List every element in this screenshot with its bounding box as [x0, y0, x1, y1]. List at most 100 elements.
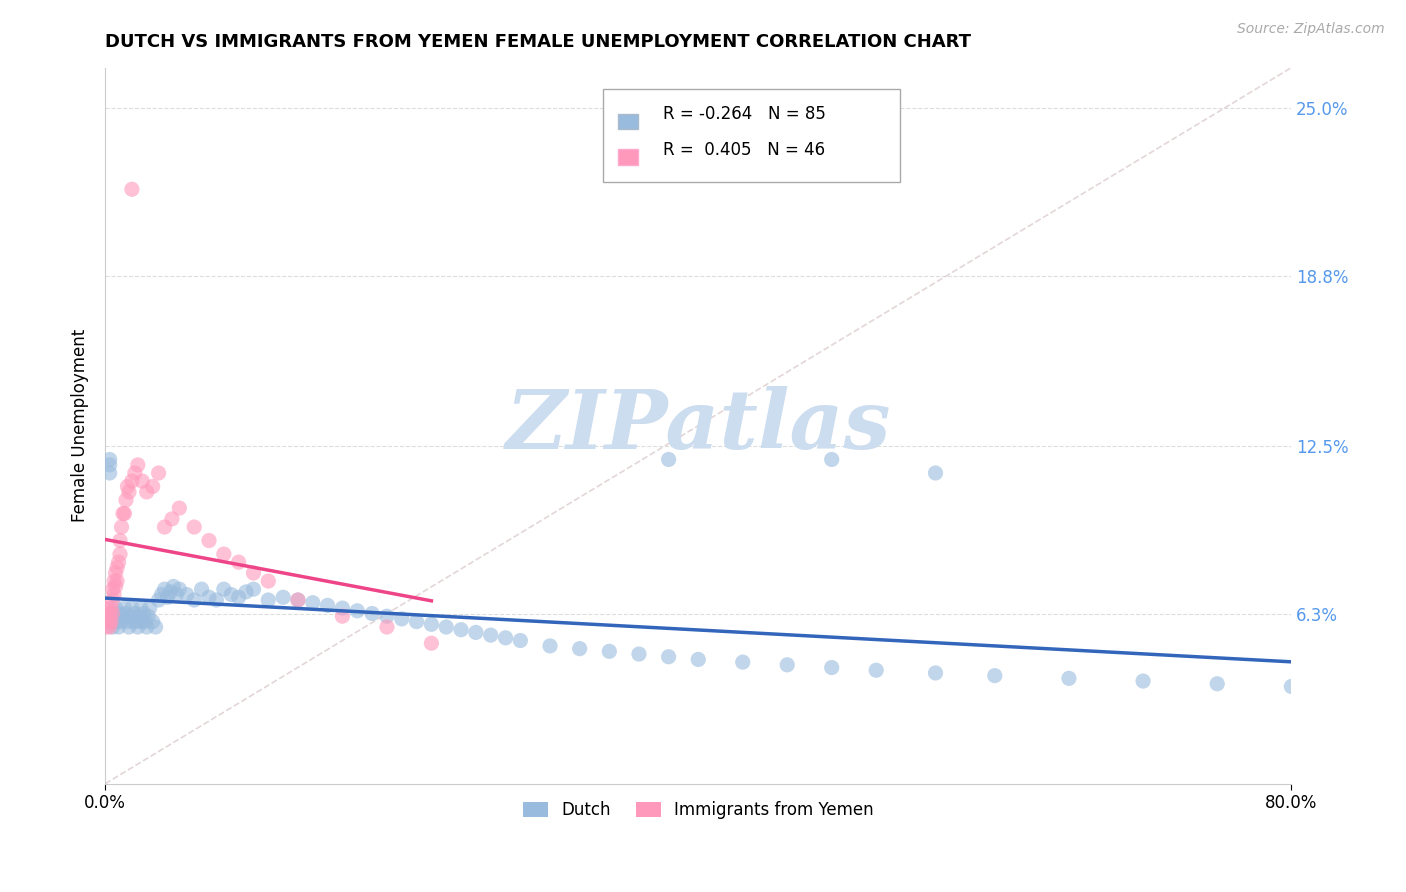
Dutch — [125, 615, 148, 629]
Dutch — [776, 657, 799, 672]
Immigrants from Yemen — [131, 474, 153, 488]
Dutch — [257, 593, 280, 607]
Immigrants from Yemen — [148, 466, 170, 480]
Dutch — [924, 665, 946, 680]
Dutch — [984, 668, 1007, 682]
Dutch — [627, 647, 650, 661]
Dutch — [688, 652, 710, 666]
Dutch — [132, 607, 155, 621]
Immigrants from Yemen — [103, 574, 125, 588]
Immigrants from Yemen — [115, 493, 138, 508]
Immigrants from Yemen — [103, 588, 125, 602]
Dutch — [205, 593, 228, 607]
Immigrants from Yemen — [105, 560, 128, 574]
FancyBboxPatch shape — [603, 89, 900, 182]
Dutch — [145, 620, 167, 634]
Immigrants from Yemen — [107, 555, 129, 569]
Dutch — [114, 601, 136, 615]
Immigrants from Yemen — [101, 607, 124, 621]
Dutch — [821, 660, 844, 674]
FancyBboxPatch shape — [617, 149, 638, 165]
Dutch — [103, 609, 125, 624]
Dutch — [731, 655, 754, 669]
Immigrants from Yemen — [105, 574, 128, 588]
Dutch — [138, 601, 160, 615]
Dutch — [301, 596, 323, 610]
Dutch — [121, 601, 143, 615]
Dutch — [271, 591, 294, 605]
Immigrants from Yemen — [98, 620, 121, 634]
Dutch — [316, 599, 339, 613]
Dutch — [405, 615, 427, 629]
Dutch — [361, 607, 384, 621]
Dutch — [598, 644, 620, 658]
Dutch — [128, 609, 150, 624]
Dutch — [450, 623, 472, 637]
Dutch — [183, 593, 205, 607]
Immigrants from Yemen — [104, 579, 127, 593]
Text: Source: ZipAtlas.com: Source: ZipAtlas.com — [1237, 22, 1385, 37]
Immigrants from Yemen — [153, 520, 176, 534]
Dutch — [658, 452, 681, 467]
Text: ZIPatlas: ZIPatlas — [506, 385, 891, 466]
Dutch — [162, 579, 184, 593]
Immigrants from Yemen — [124, 466, 146, 480]
Dutch — [120, 609, 142, 624]
Immigrants from Yemen — [332, 609, 354, 624]
Dutch — [107, 620, 129, 634]
Dutch — [159, 585, 181, 599]
Immigrants from Yemen — [100, 601, 122, 615]
Immigrants from Yemen — [118, 484, 141, 499]
Immigrants from Yemen — [104, 566, 127, 580]
Dutch — [434, 620, 457, 634]
Dutch — [375, 609, 398, 624]
Dutch — [658, 649, 681, 664]
Dutch — [219, 588, 242, 602]
Dutch — [479, 628, 502, 642]
Immigrants from Yemen — [111, 507, 134, 521]
Immigrants from Yemen — [375, 620, 398, 634]
Dutch — [464, 625, 486, 640]
Immigrants from Yemen — [98, 615, 121, 629]
Dutch — [150, 588, 173, 602]
Immigrants from Yemen — [117, 479, 139, 493]
Dutch — [169, 582, 191, 597]
Dutch — [105, 615, 128, 629]
Immigrants from Yemen — [242, 566, 264, 580]
Dutch — [111, 609, 134, 624]
Immigrants from Yemen — [420, 636, 443, 650]
Dutch — [100, 607, 122, 621]
Immigrants from Yemen — [96, 620, 118, 634]
Dutch — [190, 582, 212, 597]
Dutch — [495, 631, 517, 645]
Immigrants from Yemen — [110, 520, 132, 534]
Dutch — [287, 593, 309, 607]
Immigrants from Yemen — [198, 533, 221, 548]
Dutch — [135, 620, 157, 634]
Immigrants from Yemen — [101, 593, 124, 607]
Dutch — [821, 452, 844, 467]
Immigrants from Yemen — [108, 533, 131, 548]
Dutch — [127, 620, 149, 634]
Dutch — [509, 633, 531, 648]
Text: R =  0.405   N = 46: R = 0.405 N = 46 — [662, 141, 825, 159]
Legend: Dutch, Immigrants from Yemen: Dutch, Immigrants from Yemen — [516, 794, 880, 825]
Immigrants from Yemen — [127, 458, 149, 472]
Immigrants from Yemen — [160, 512, 183, 526]
Dutch — [538, 639, 561, 653]
Dutch — [235, 585, 257, 599]
Dutch — [153, 582, 176, 597]
Immigrants from Yemen — [121, 474, 143, 488]
Immigrants from Yemen — [183, 520, 205, 534]
Dutch — [212, 582, 235, 597]
Dutch — [1206, 677, 1229, 691]
Dutch — [924, 466, 946, 480]
Dutch — [198, 591, 221, 605]
Dutch — [1279, 680, 1302, 694]
Dutch — [134, 615, 156, 629]
Immigrants from Yemen — [100, 615, 122, 629]
Immigrants from Yemen — [212, 547, 235, 561]
Immigrants from Yemen — [121, 182, 143, 196]
Y-axis label: Female Unemployment: Female Unemployment — [72, 329, 89, 523]
Immigrants from Yemen — [101, 582, 124, 597]
